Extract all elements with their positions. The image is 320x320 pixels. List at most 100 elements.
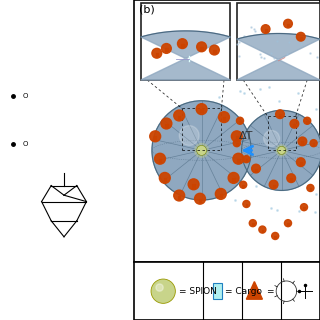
Bar — [245, 159, 247, 161]
Bar — [200, 47, 203, 50]
Bar — [134, 0, 320, 262]
Circle shape — [195, 143, 209, 157]
Circle shape — [236, 117, 244, 124]
Circle shape — [259, 226, 266, 233]
Text: = Cargo: = Cargo — [225, 287, 262, 296]
Bar — [306, 121, 308, 123]
Circle shape — [310, 140, 317, 147]
Circle shape — [242, 110, 320, 190]
Circle shape — [304, 117, 311, 124]
Circle shape — [219, 112, 229, 123]
Circle shape — [276, 110, 284, 118]
Text: = SPION: = SPION — [179, 287, 216, 296]
Circle shape — [152, 101, 251, 200]
Circle shape — [284, 19, 292, 28]
Circle shape — [261, 25, 270, 33]
Bar — [192, 184, 195, 188]
Circle shape — [296, 158, 305, 166]
Bar — [236, 136, 238, 140]
Bar — [313, 143, 315, 145]
Circle shape — [231, 131, 242, 142]
Bar — [300, 37, 302, 39]
Circle shape — [307, 184, 314, 191]
Circle shape — [174, 110, 185, 121]
Text: (b): (b) — [139, 5, 155, 15]
Circle shape — [287, 174, 296, 182]
Circle shape — [188, 179, 199, 190]
Bar — [301, 141, 303, 144]
Bar — [309, 188, 311, 190]
Circle shape — [196, 145, 207, 155]
Bar — [287, 24, 289, 26]
Polygon shape — [141, 31, 230, 80]
Text: O: O — [22, 93, 28, 99]
Bar — [242, 185, 244, 187]
Bar — [293, 124, 295, 126]
Bar — [303, 207, 305, 209]
Circle shape — [233, 153, 244, 164]
Bar — [237, 3, 320, 80]
Circle shape — [215, 188, 226, 199]
Bar — [200, 109, 203, 112]
Circle shape — [174, 190, 185, 201]
Circle shape — [152, 48, 162, 58]
Circle shape — [290, 119, 299, 128]
Circle shape — [210, 45, 219, 55]
Bar — [199, 199, 201, 202]
Bar — [0, 0, 134, 320]
Circle shape — [162, 44, 171, 53]
Circle shape — [195, 193, 205, 204]
Circle shape — [159, 172, 170, 183]
Bar — [156, 53, 158, 56]
Circle shape — [196, 104, 207, 115]
Circle shape — [161, 118, 172, 129]
Bar — [223, 117, 225, 120]
Circle shape — [296, 32, 305, 41]
Bar — [290, 178, 292, 181]
Bar — [274, 236, 276, 238]
Circle shape — [233, 140, 240, 147]
Bar — [164, 178, 166, 181]
Bar — [239, 121, 241, 123]
Bar — [300, 162, 302, 165]
Bar — [134, 262, 320, 320]
Bar — [220, 194, 222, 197]
Bar — [252, 223, 254, 225]
Bar — [273, 185, 275, 187]
Circle shape — [252, 164, 260, 173]
Text: =: = — [266, 287, 273, 296]
Circle shape — [151, 279, 175, 303]
Bar — [154, 136, 156, 140]
Bar — [159, 159, 161, 162]
Bar — [165, 124, 168, 127]
Bar — [245, 204, 247, 206]
Circle shape — [264, 131, 280, 147]
Bar — [279, 114, 281, 117]
Circle shape — [197, 42, 206, 52]
Bar — [181, 44, 184, 46]
Circle shape — [240, 181, 247, 188]
Circle shape — [150, 131, 161, 142]
Circle shape — [276, 145, 287, 156]
Circle shape — [269, 180, 278, 189]
Bar — [265, 29, 267, 32]
Bar — [236, 143, 238, 145]
Bar — [165, 48, 168, 51]
Bar — [141, 3, 230, 80]
Bar — [237, 159, 240, 162]
Text: O: O — [22, 141, 28, 147]
Circle shape — [272, 232, 279, 239]
Circle shape — [284, 220, 292, 227]
Circle shape — [155, 153, 165, 164]
Circle shape — [179, 125, 199, 145]
Bar — [213, 50, 216, 53]
Circle shape — [298, 137, 307, 146]
Circle shape — [156, 284, 163, 291]
Circle shape — [178, 39, 187, 49]
Circle shape — [278, 146, 286, 154]
Bar — [213, 283, 222, 299]
Bar — [287, 223, 289, 225]
Bar — [178, 116, 180, 119]
Polygon shape — [246, 282, 262, 299]
Polygon shape — [237, 34, 320, 80]
